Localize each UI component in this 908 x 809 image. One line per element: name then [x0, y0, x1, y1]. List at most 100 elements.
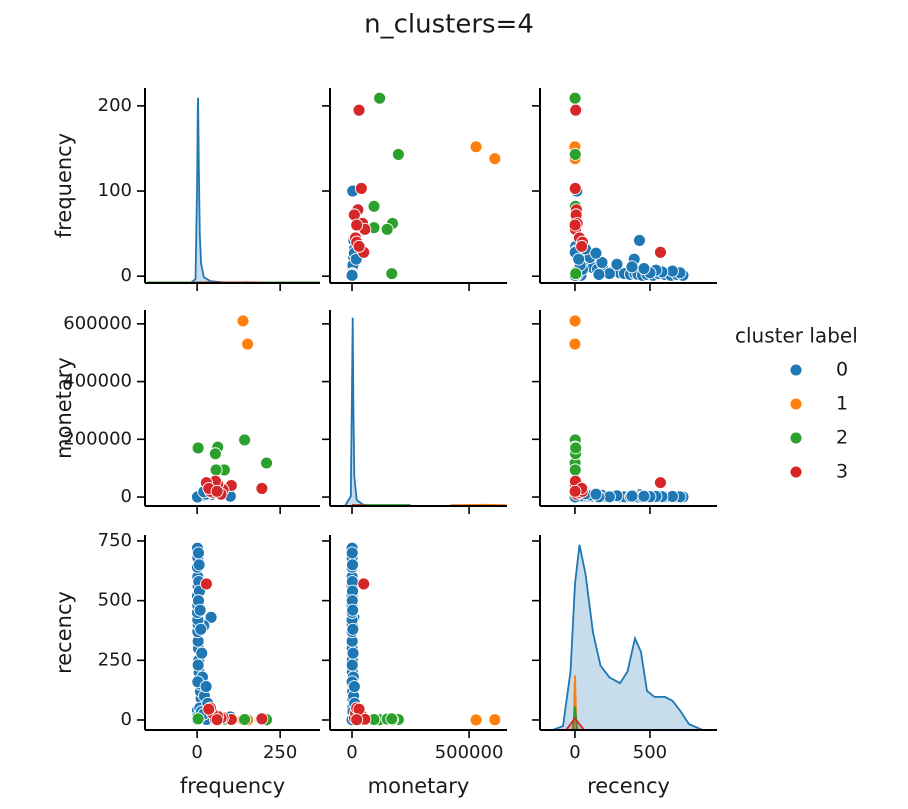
- scatter-point: [385, 712, 399, 726]
- scatter-point: [238, 713, 252, 726]
- scatter-point: [633, 233, 646, 247]
- scatter-point: [210, 713, 224, 727]
- x-tick-label: 0: [346, 742, 357, 763]
- legend-marker: [789, 431, 803, 445]
- scatter-point: [345, 658, 359, 672]
- legend-label: 1: [836, 393, 848, 415]
- scatter-point: [592, 268, 606, 281]
- scatter-point: [192, 546, 205, 560]
- scatter-point: [625, 489, 639, 503]
- panel: [322, 88, 507, 291]
- scatter-point: [367, 199, 381, 213]
- scatter-point: [568, 484, 582, 498]
- scatter-point: [192, 558, 206, 572]
- scatter-point: [208, 447, 222, 461]
- scatter-point: [199, 577, 213, 591]
- x-axis-label: monetary: [368, 774, 470, 798]
- y-tick-label: 400000: [63, 371, 132, 392]
- scatter-point: [568, 337, 582, 351]
- y-tick-label: 750: [98, 530, 132, 551]
- scatter-point: [569, 103, 583, 117]
- legend-label: 0: [836, 359, 848, 381]
- kde-curve: [565, 716, 585, 731]
- scatter-point: [488, 152, 502, 166]
- panel: 0 250 500 750 0 250: [98, 530, 320, 763]
- scatter-point: [572, 252, 586, 266]
- x-axis-label: recency: [587, 774, 670, 798]
- scatter-point: [568, 314, 582, 328]
- scatter-point: [488, 713, 502, 727]
- scatter-point: [199, 680, 213, 694]
- x-axis-label: frequency: [180, 774, 285, 798]
- scatter-point: [204, 610, 218, 624]
- scatter-point: [568, 91, 582, 105]
- scatter-point: [345, 546, 359, 560]
- scatter-point: [469, 713, 483, 727]
- legend-label: 3: [836, 461, 848, 483]
- panel: 0 500: [532, 535, 717, 763]
- scatter-point: [568, 463, 582, 477]
- scatter-point: [568, 147, 582, 161]
- y-tick-label: 600000: [63, 313, 132, 334]
- scatter-point: [469, 140, 483, 154]
- scatter-point: [357, 577, 371, 591]
- scatter-point: [195, 646, 209, 660]
- legend-title: cluster label: [735, 324, 858, 348]
- panel: 0 500000: [322, 535, 507, 763]
- scatter-point: [589, 487, 603, 501]
- scatter-point: [191, 712, 205, 726]
- scatter-point: [654, 245, 667, 259]
- scatter-point: [346, 622, 360, 636]
- scatter-point: [236, 314, 250, 328]
- scatter-point: [568, 218, 582, 232]
- panel: [532, 88, 717, 291]
- scatter-point: [238, 433, 252, 447]
- scatter-point: [625, 260, 639, 274]
- y-tick-label: 500: [98, 590, 132, 611]
- scatter-point: [637, 489, 651, 503]
- legend-marker: [789, 363, 803, 377]
- scatter-point: [350, 218, 364, 232]
- kde-curve: [189, 97, 320, 284]
- kde-curve: [344, 317, 376, 507]
- legend-marker: [789, 397, 803, 411]
- scatter-point: [569, 267, 583, 281]
- scatter-point: [347, 680, 361, 694]
- chart-title: n_clusters=4: [364, 10, 534, 40]
- legend-label: 2: [836, 427, 848, 449]
- scatter-point: [654, 476, 667, 490]
- scatter-point: [255, 712, 269, 726]
- scatter-point: [373, 91, 387, 105]
- legend-marker: [789, 465, 803, 479]
- panel: 0 200000 400000 600000: [63, 310, 320, 514]
- y-tick-label: 0: [121, 265, 132, 286]
- scatter-point: [346, 603, 360, 617]
- scatter-point: [193, 603, 207, 617]
- y-tick-label: 0: [121, 486, 132, 507]
- y-tick-label: 0: [121, 709, 132, 730]
- panel: [322, 310, 507, 514]
- scatter-point: [345, 268, 359, 282]
- scatter-point: [350, 713, 364, 727]
- scatter-point: [569, 441, 583, 455]
- scatter-point: [202, 702, 216, 716]
- scatter-point: [194, 622, 208, 636]
- scatter-point: [575, 239, 589, 253]
- scatter-point: [260, 456, 273, 470]
- x-tick-label: 250: [263, 742, 297, 763]
- y-axis-label: monetary: [52, 357, 76, 459]
- x-tick-label: 500000: [435, 742, 504, 763]
- y-tick-label: 200000: [63, 428, 132, 449]
- scatter-point: [352, 103, 366, 117]
- y-axis-label: recency: [52, 591, 76, 674]
- scatter-point: [352, 702, 366, 716]
- x-tick-label: 0: [569, 742, 580, 763]
- kde-curve: [552, 544, 703, 731]
- scatter-point: [346, 646, 360, 660]
- scatter-point: [610, 257, 624, 271]
- scatter-point: [385, 267, 399, 281]
- scatter-point: [209, 463, 223, 477]
- scatter-point: [241, 337, 255, 351]
- scatter-point: [191, 441, 205, 455]
